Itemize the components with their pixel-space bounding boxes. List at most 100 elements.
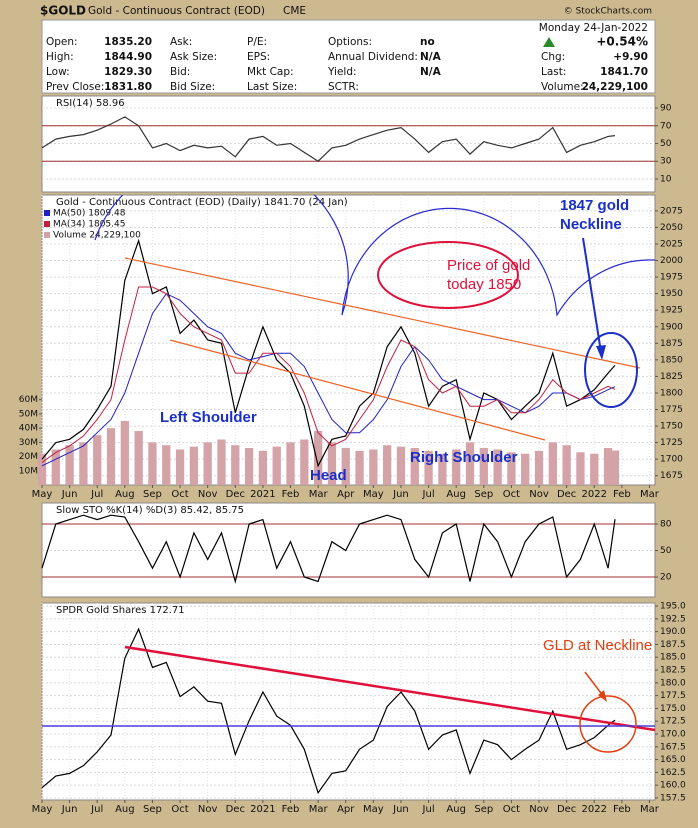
panel-title: SPDR Gold Shares 172.71 (56, 605, 185, 616)
volume-bar (610, 450, 620, 485)
volume-bar (410, 448, 419, 485)
ellipse (584, 332, 638, 408)
annotation: Right Shoulder (410, 449, 518, 466)
x-tick-label: Sep (474, 804, 493, 815)
series-line (41, 116, 616, 162)
y-tick-label: 20 (660, 573, 672, 583)
volume-bar (327, 442, 337, 485)
volume-bar (548, 442, 557, 485)
symbol: $GOLD (40, 4, 86, 18)
y-tick-label: 182.5 (660, 666, 686, 676)
x-tick-label: Nov (529, 804, 549, 815)
x-tick-label: Jul (422, 489, 435, 500)
y-tick-label: 50 (660, 546, 672, 556)
series-line (41, 286, 616, 463)
volume-bar (37, 453, 47, 485)
panel: May Jun Jul Aug Sep Oct Nov Dec 2021 Feb Mar Apr May… (19, 194, 683, 500)
volume-bar (576, 452, 585, 485)
volume-bar (493, 449, 502, 485)
x-tick-label: Aug (115, 489, 135, 500)
volume-bar (120, 421, 129, 485)
x-tick-label: Dec (226, 804, 245, 815)
x-tick-label: Apr (337, 489, 355, 500)
channel-line (169, 339, 546, 441)
volume-bar (189, 446, 199, 485)
x-tick-label: Mar (309, 804, 329, 815)
quote-box (41, 19, 656, 94)
quote-label: SCTR: (328, 81, 359, 93)
y-tick-label: 90 (660, 104, 672, 114)
quote-value: 1831.80 (104, 81, 152, 93)
up-arrow (543, 37, 555, 47)
annotation: GLD at Neckline (543, 637, 652, 654)
x-tick-label: Nov (529, 489, 549, 500)
y-tick-label: 1950 (660, 289, 683, 299)
volume-bar (175, 449, 185, 485)
quote-label: Yield: (327, 66, 357, 78)
annotation: Price of gold (447, 257, 530, 274)
x-tick-label: Sep (143, 804, 162, 815)
y2-tick-label: 20M (19, 452, 38, 462)
volume-bar (534, 450, 544, 485)
quote-label: Bid: (170, 66, 190, 78)
x-tick-label: Nov (198, 804, 218, 815)
quote-label: P/E: (247, 36, 267, 48)
y-tick-label: 1775 (660, 405, 683, 415)
arrow-head (598, 690, 607, 702)
quote-label: Annual Dividend: (328, 51, 418, 63)
legend-swatch (44, 232, 50, 238)
y-tick-label: 10 (660, 174, 672, 184)
volume-bar (355, 450, 364, 485)
plot-area (41, 602, 656, 801)
y2-tick-label: 40M (19, 424, 38, 434)
volume-bar (162, 445, 171, 485)
volume-bar (369, 449, 378, 485)
quote-label: Bid Size: (170, 81, 215, 93)
volume-bar (244, 448, 254, 485)
y-tick-label: 170.0 (660, 729, 686, 739)
exchange: CME (283, 5, 306, 17)
trend-line (124, 645, 656, 732)
y-tick-label: 1800 (660, 388, 683, 398)
drawings (42, 195, 656, 753)
y-tick-label: 157.5 (660, 793, 686, 803)
panel-overlay: Slow STO %K(14) %D(3) 85.42, 85.75 (41, 505, 616, 584)
arrow-head (596, 345, 606, 360)
quote-label: Volume: (541, 81, 584, 93)
x-tick-label: Jul (90, 804, 103, 815)
y2-tick-label: 10M (19, 466, 38, 476)
x-tick-label: Mar (640, 804, 660, 815)
x-tick-label: Jun (392, 804, 409, 815)
quote-value: 1829.30 (104, 66, 152, 78)
quote-label: Ask: (170, 36, 192, 48)
volume-bar (300, 439, 309, 485)
panel: May Jun Jul Aug Sep Oct Nov Dec 2021 Feb Mar Apr May… (32, 602, 686, 815)
gld-drawings (42, 645, 656, 753)
channel-line (124, 257, 641, 369)
panel-overlay: RSI(14) 58.96 (41, 98, 616, 162)
volume-bar (231, 445, 240, 485)
y-tick-label: 162.5 (660, 768, 686, 778)
y-tick-label: 1675 (660, 471, 683, 481)
volume-bar (452, 449, 461, 485)
arc-line (94, 195, 655, 317)
x-tick-label: Feb (282, 489, 300, 500)
quote-value: 1835.20 (104, 36, 152, 48)
volume-bar (203, 442, 212, 485)
volume-bar (148, 442, 157, 485)
plot-area (41, 502, 656, 598)
series-line (41, 514, 616, 584)
header: $GOLD Gold - Continuous Contract (EOD) C… (40, 4, 656, 94)
annotation: today 1850 (447, 276, 521, 293)
x-tick-label: 2022 (582, 489, 607, 500)
y-tick-label: 1825 (660, 372, 683, 382)
watermark: © StockCharts.com (564, 7, 652, 17)
x-tick-label: Dec (557, 804, 576, 815)
y2-tick-label: 50M (19, 409, 38, 419)
y-tick-label: 172.5 (660, 717, 686, 727)
y-tick-label: 1900 (660, 322, 683, 332)
quote-label: Prev Close: (46, 81, 104, 93)
volume-bar (603, 448, 613, 485)
